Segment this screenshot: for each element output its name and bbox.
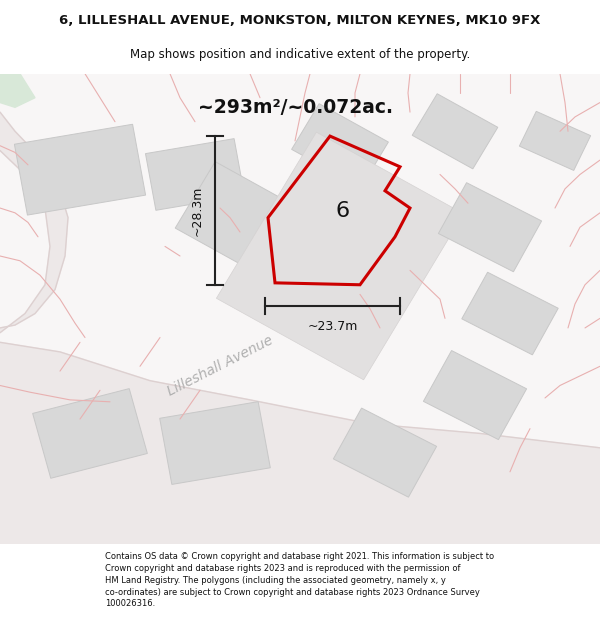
Text: 6: 6 (336, 201, 350, 221)
Text: ~28.3m: ~28.3m (191, 185, 203, 236)
Polygon shape (439, 182, 542, 272)
Polygon shape (145, 139, 245, 210)
Polygon shape (334, 408, 437, 497)
Text: Map shows position and indicative extent of the property.: Map shows position and indicative extent… (130, 48, 470, 61)
Polygon shape (0, 342, 600, 544)
Text: Lilleshall Avenue: Lilleshall Avenue (165, 334, 275, 399)
Polygon shape (0, 74, 600, 544)
Text: ~23.7m: ~23.7m (307, 321, 358, 334)
Text: Contains OS data © Crown copyright and database right 2021. This information is : Contains OS data © Crown copyright and d… (106, 552, 494, 608)
Polygon shape (520, 111, 590, 171)
Polygon shape (462, 272, 558, 355)
Polygon shape (160, 402, 271, 484)
Polygon shape (0, 74, 35, 108)
Polygon shape (292, 104, 388, 188)
Polygon shape (217, 132, 464, 380)
Text: ~293m²/~0.072ac.: ~293m²/~0.072ac. (197, 98, 392, 117)
Polygon shape (175, 162, 315, 283)
Polygon shape (32, 389, 148, 478)
Polygon shape (412, 94, 498, 169)
Polygon shape (0, 112, 68, 332)
Polygon shape (424, 351, 527, 439)
Text: 6, LILLESHALL AVENUE, MONKSTON, MILTON KEYNES, MK10 9FX: 6, LILLESHALL AVENUE, MONKSTON, MILTON K… (59, 14, 541, 27)
Polygon shape (14, 124, 146, 215)
